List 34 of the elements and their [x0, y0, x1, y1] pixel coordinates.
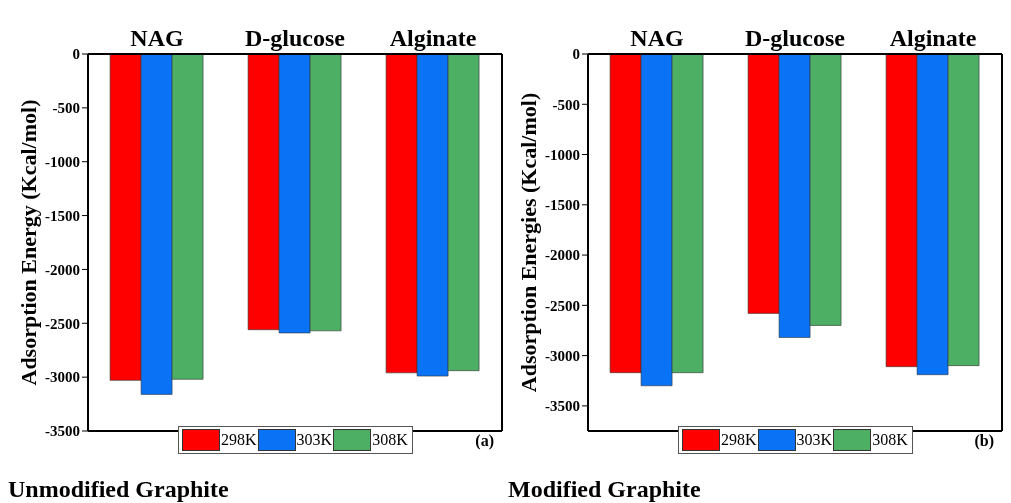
x-tick-label: D-glucose — [745, 25, 846, 51]
y-tick-label: 0 — [572, 46, 580, 63]
x-tick-label: D-glucose — [245, 25, 346, 51]
legend-label: 308K — [872, 431, 908, 449]
y-tick-label: -2500 — [545, 297, 580, 314]
y-tick-label: -1500 — [45, 207, 80, 224]
legend-label: 303K — [296, 431, 333, 449]
y-tick-label: -500 — [52, 100, 80, 117]
y-tick-label: -3500 — [45, 423, 80, 440]
y-tick-label: -3500 — [545, 398, 580, 415]
text: Unmodified Graphite — [8, 476, 229, 503]
y-tick-label: -3000 — [545, 347, 580, 364]
text: (b) — [974, 432, 994, 450]
x-tick-label: Alginate — [389, 25, 477, 51]
legend-label: 308K — [372, 431, 408, 449]
y-tick-label: 0 — [72, 46, 80, 63]
y-tick-label: -2000 — [45, 261, 80, 278]
y-tick-label: -3000 — [45, 369, 80, 386]
x-tick-label: NAG — [130, 25, 184, 51]
y-axis-title: Adsorption Energy (Kcal/mol) — [15, 99, 41, 386]
legend-label: 298K — [221, 431, 257, 449]
y-tick-label: -500 — [552, 96, 580, 113]
text: Modified Graphite — [508, 476, 701, 503]
legend-label: 298K — [721, 431, 757, 449]
x-tick-label: Alginate — [889, 25, 977, 51]
legend-label: 303K — [796, 431, 833, 449]
y-tick-label: -2000 — [545, 247, 580, 264]
y-tick-label: -1000 — [45, 154, 80, 171]
y-axis-title: Adsorption Energies (Kcal/mol) — [515, 92, 541, 393]
y-tick-label: -1500 — [545, 197, 580, 214]
y-tick-label: -1000 — [545, 146, 580, 163]
x-tick-label: NAG — [630, 25, 684, 51]
text: (a) — [475, 432, 494, 450]
y-tick-label: -2500 — [45, 315, 80, 332]
